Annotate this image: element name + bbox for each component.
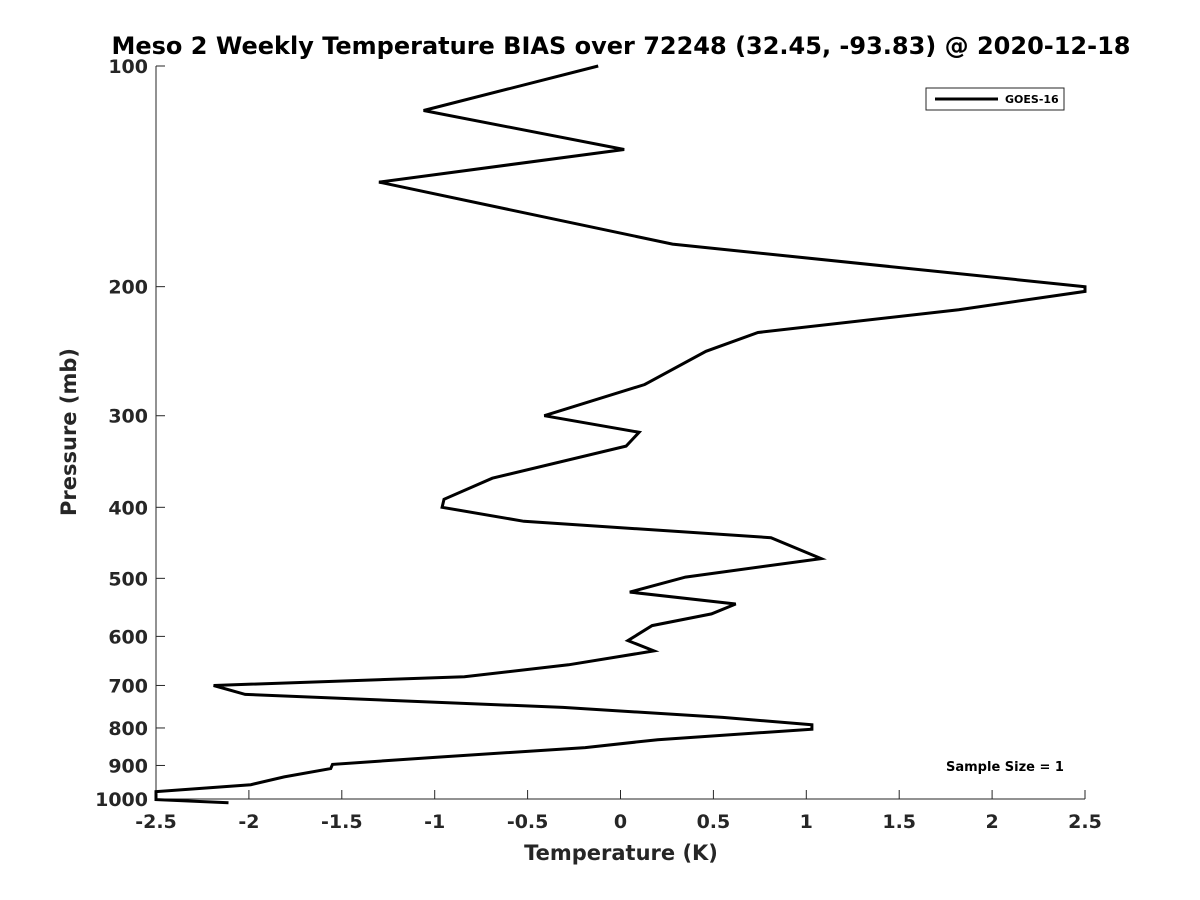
legend: GOES-16: [925, 87, 1065, 111]
y-tick-label: 400: [108, 497, 148, 519]
x-tick-label: -1.5: [321, 811, 363, 833]
series-layer: [154, 64, 1087, 805]
y-tick-label: 200: [108, 277, 148, 299]
y-axis: 100 200 300 400 500 600 700 800 900 1000: [95, 56, 165, 811]
y-tick-label: 800: [108, 718, 148, 740]
x-axis-label: Temperature (K): [524, 841, 718, 865]
x-tick-label: 2: [985, 811, 998, 833]
y-tick-label: 100: [108, 56, 148, 78]
y-tick-label: 300: [108, 406, 148, 428]
x-tick-label: -1: [424, 811, 445, 833]
y-tick-label: 700: [108, 675, 148, 697]
x-tick-label: 0.5: [697, 811, 731, 833]
x-tick-label: 0: [614, 811, 627, 833]
x-tick-label: 2.5: [1068, 811, 1102, 833]
plot-background: [156, 66, 1085, 799]
sample-size-annotation: Sample Size = 1: [946, 760, 1064, 775]
y-tick-label: 1000: [95, 789, 148, 811]
legend-entry-goes-16: GOES-16: [1005, 93, 1059, 106]
x-tick-label: -2: [238, 811, 259, 833]
plot-area: [156, 66, 1085, 799]
x-tick-label: -2.5: [135, 811, 177, 833]
y-axis-label: Pressure (mb): [57, 348, 81, 516]
x-tick-label: 1.5: [882, 811, 916, 833]
series-line-goes-16: [154, 64, 1087, 805]
y-tick-label: 500: [108, 568, 148, 590]
x-axis: -2.5 -2 -1.5 -1 -0.5 0 0.5 1 1.5 2 2.5: [135, 790, 1102, 833]
y-tick-label: 600: [108, 626, 148, 648]
x-tick-label: 1: [800, 811, 813, 833]
chart-title: Meso 2 Weekly Temperature BIAS over 7224…: [111, 32, 1130, 60]
y-tick-label: 900: [108, 755, 148, 777]
x-tick-label: -0.5: [507, 811, 549, 833]
